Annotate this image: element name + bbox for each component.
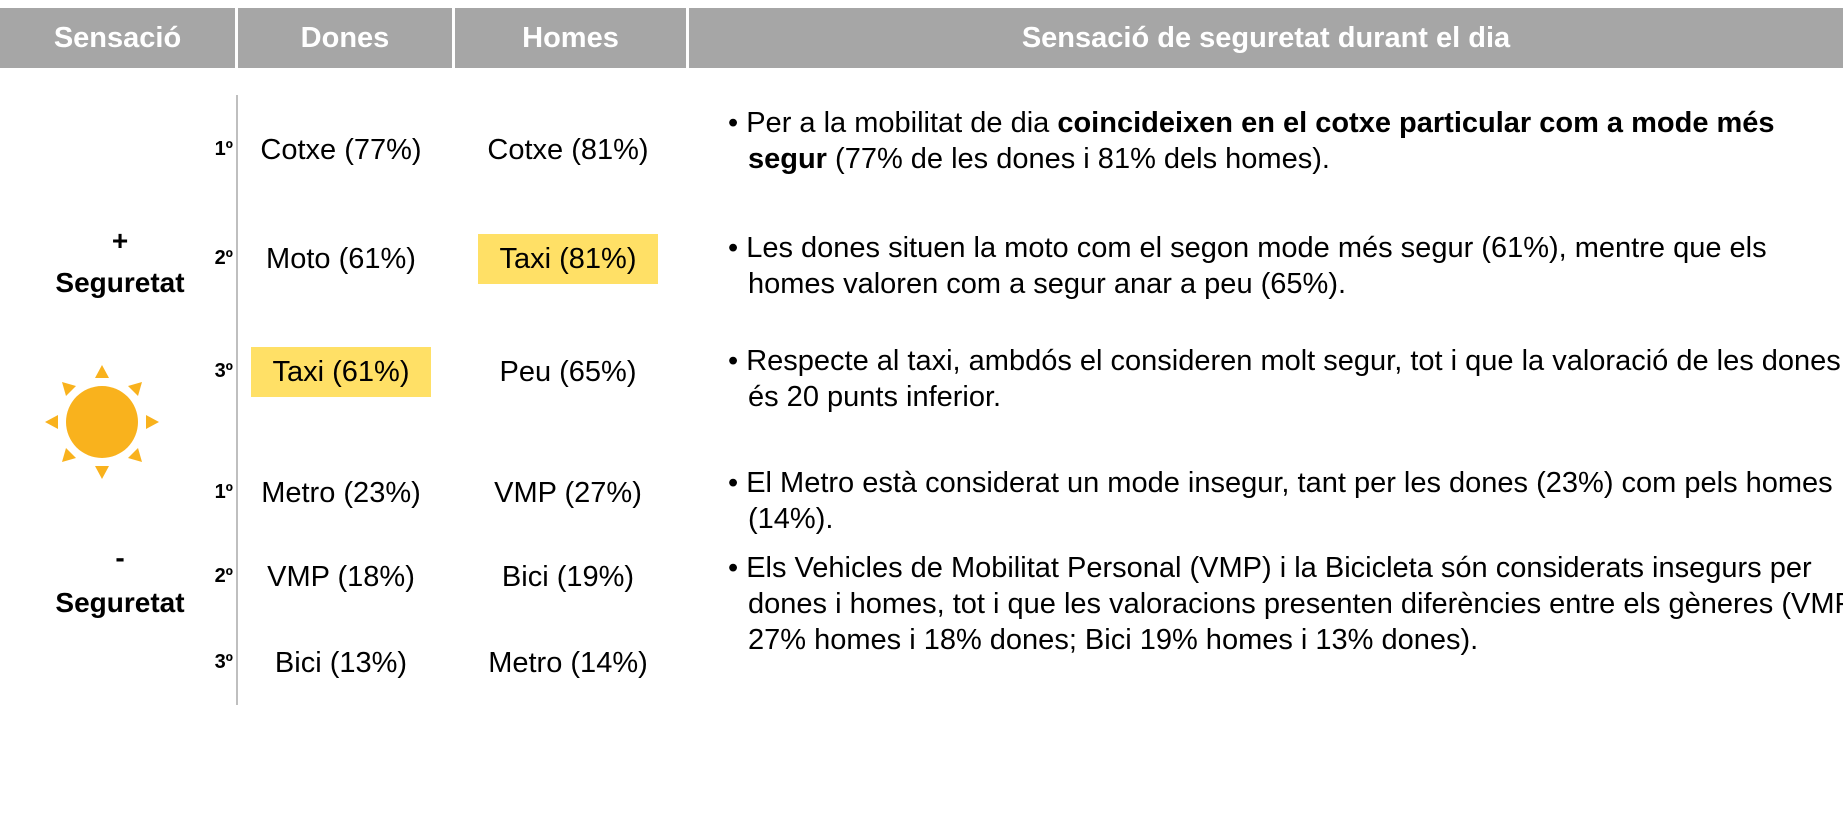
group-sign: + (111, 225, 129, 256)
bullet: • Respecte al taxi, ambdós el consideren… (728, 345, 1841, 413)
rank: 3º (214, 651, 233, 673)
homes-cell: Bici (19%) (501, 561, 635, 593)
homes-cell: VMP (27%) (494, 477, 642, 509)
dones-cell: Moto (61%) (266, 243, 416, 275)
header-cell: Dones (238, 8, 452, 68)
group-label: Seguretat (55, 587, 185, 618)
bullet: • Les dones situen la moto com el segon … (728, 232, 1767, 300)
homes-cell: Metro (14%) (488, 647, 648, 679)
divider (236, 95, 238, 705)
rank: 1º (214, 138, 233, 160)
dones-cell: VMP (18%) (267, 561, 415, 593)
header-cell: Homes (455, 8, 686, 68)
rank: 2º (214, 565, 233, 587)
sun-icon (45, 365, 159, 479)
header-cell: Sensació de seguretat durant el dia (689, 8, 1843, 68)
dones-cell: Cotxe (77%) (260, 134, 422, 166)
rank: 2º (214, 247, 233, 269)
text: Respecte al taxi, ambdós el consideren m… (746, 345, 1841, 413)
bullet: • Per a la mobilitat de dia coincideixen… (728, 107, 1775, 175)
dones-cell: Bici (13%) (274, 647, 408, 679)
text: Els Vehicles de Mobilitat Personal (VMP)… (746, 552, 1843, 656)
homes-cell: Peu (65%) (499, 356, 637, 388)
group-sign: - (115, 542, 125, 573)
homes-cell: Cotxe (81%) (487, 134, 649, 166)
dones-cell: Metro (23%) (261, 477, 421, 509)
text: (77% de les dones i 81% dels homes). (826, 143, 1330, 175)
rank: 3º (214, 360, 233, 382)
dones-cell: Taxi (61%) (251, 347, 431, 397)
text: Per a la mobilitat de dia (746, 107, 1058, 139)
bold-text: coincideixen en el cotxe particular com … (748, 107, 1775, 175)
homes-cell: Taxi (81%) (478, 234, 658, 284)
group-label: Seguretat (55, 267, 185, 298)
bullet: • Els Vehicles de Mobilitat Personal (VM… (728, 550, 1843, 658)
bullet: • El Metro està considerat un mode inseg… (728, 467, 1833, 535)
rank: 1º (214, 481, 233, 503)
text: El Metro està considerat un mode insegur… (746, 467, 1833, 535)
header-cell: Sensació (0, 8, 235, 68)
text: Les dones situen la moto com el segon mo… (746, 232, 1767, 300)
